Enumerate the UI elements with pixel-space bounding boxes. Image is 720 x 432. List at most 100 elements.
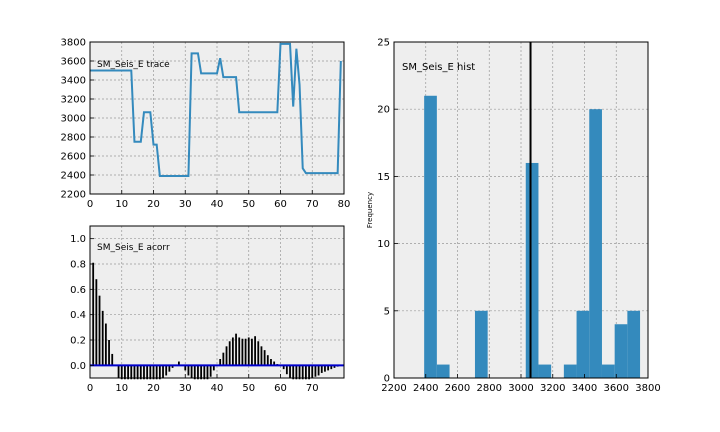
acorr-bar xyxy=(241,338,244,366)
y-tick-label: 0 xyxy=(384,374,390,385)
acorr-bar xyxy=(187,365,190,376)
y-tick-label: 0.2 xyxy=(70,336,86,347)
x-tick-label: 3800 xyxy=(635,383,660,394)
acorr-bar xyxy=(101,310,104,366)
acorr-bar xyxy=(124,365,126,380)
acorr-bar xyxy=(133,365,136,380)
acorr-bar xyxy=(244,338,247,366)
y-tick-label: 2600 xyxy=(61,152,86,163)
acorr-bar xyxy=(298,365,301,380)
x-tick-label: 30 xyxy=(179,199,192,210)
acorr-bar xyxy=(92,262,95,366)
y-tick-label: 3800 xyxy=(61,38,86,49)
x-tick-label: 10 xyxy=(115,199,128,210)
acorr-bar xyxy=(266,355,269,366)
acorr-bar xyxy=(282,365,285,370)
x-tick-label: 3200 xyxy=(540,383,565,394)
acorr-bar xyxy=(330,365,333,370)
acorr-bar xyxy=(333,365,336,368)
x-tick-label: 60 xyxy=(274,383,287,394)
acorr-bar xyxy=(285,365,288,375)
acorr-bar xyxy=(136,365,139,380)
acorr-bar xyxy=(130,365,133,380)
acorr-bar xyxy=(203,365,206,380)
hist-bar xyxy=(614,324,628,378)
acorr-bar xyxy=(143,365,145,380)
acorr-bar xyxy=(327,365,330,371)
acorr-bar xyxy=(324,365,326,372)
hist-bars xyxy=(424,42,641,378)
acorr-bar xyxy=(193,365,196,380)
y-tick-label: 1.0 xyxy=(70,234,86,245)
acorr-bar xyxy=(155,365,158,380)
hist-bar xyxy=(589,109,602,378)
acorr-bar xyxy=(158,365,161,380)
x-tick-label: 60 xyxy=(274,199,287,210)
x-tick-label: 3000 xyxy=(508,383,533,394)
x-tick-label: 3600 xyxy=(604,383,629,394)
trace-label: SM_Seis_E trace xyxy=(97,60,170,70)
acorr-bar xyxy=(184,365,187,371)
x-tick-label: 50 xyxy=(242,199,255,210)
hist-ylabel: Frequency xyxy=(366,192,374,228)
acorr-bar xyxy=(162,365,164,378)
acorr-bar xyxy=(235,333,237,366)
acorr-bar xyxy=(139,365,142,380)
acorr-bar xyxy=(149,365,152,380)
x-tick-label: 20 xyxy=(147,199,160,210)
y-tick-label: 5 xyxy=(384,306,390,317)
acorr-bar xyxy=(254,336,256,366)
x-tick-label: 0 xyxy=(87,383,93,394)
y-tick-label: 20 xyxy=(377,105,390,116)
y-tick-label: 3200 xyxy=(61,95,86,106)
x-tick-label: 3400 xyxy=(572,383,597,394)
acorr-bar xyxy=(178,361,180,366)
trace-x-ticks: 0 10 20 30 40 50 60 70 80 xyxy=(87,190,350,210)
y-tick-label: 3400 xyxy=(61,76,86,87)
acorr-bar xyxy=(117,365,120,378)
x-tick-label: 40 xyxy=(211,199,224,210)
acorr-bar xyxy=(247,337,250,366)
y-tick-label: 2200 xyxy=(61,190,86,201)
acorr-bar xyxy=(146,365,149,380)
x-tick-label: 50 xyxy=(242,383,255,394)
acorr-bar xyxy=(197,365,199,380)
acorr-bar xyxy=(104,323,107,366)
hist-y-ticks: 0 5 10 15 20 25 xyxy=(377,38,398,385)
y-tick-label: 10 xyxy=(377,239,390,250)
acorr-bar xyxy=(311,365,314,378)
acorr-bar xyxy=(295,365,298,380)
y-tick-label: 0.8 xyxy=(70,260,86,271)
acorr-bar xyxy=(111,353,114,366)
acorr-bar xyxy=(127,365,129,380)
x-tick-label: 0 xyxy=(87,199,93,210)
x-tick-label: 10 xyxy=(115,383,128,394)
hist-bar xyxy=(424,95,437,378)
acorr-bar xyxy=(200,365,203,380)
acorr-bar xyxy=(219,359,222,366)
y-tick-label: 0.0 xyxy=(70,361,86,372)
acorr-bar xyxy=(308,365,310,380)
hist-panel: 2200 2400 2600 2800 3000 3200 3400 3600 3800 0 5 1… xyxy=(366,38,661,395)
acorr-bars xyxy=(90,262,344,380)
y-tick-label: 2800 xyxy=(61,133,86,144)
hist-bar xyxy=(563,364,577,378)
x-tick-label: 2600 xyxy=(445,383,470,394)
acorr-x-ticks: 0 10 20 30 40 50 60 70 xyxy=(87,374,319,394)
acorr-bar xyxy=(165,365,168,376)
hist-bar xyxy=(525,162,539,378)
y-tick-label: 3600 xyxy=(61,57,86,68)
hist-bar xyxy=(627,310,641,378)
acorr-bar xyxy=(152,365,155,380)
y-tick-label: 0.4 xyxy=(70,310,86,321)
x-tick-label: 70 xyxy=(306,383,319,394)
acorr-bar xyxy=(289,365,291,378)
x-tick-label: 20 xyxy=(147,383,160,394)
acorr-bar xyxy=(238,337,241,366)
acorr-bar xyxy=(98,295,101,366)
trace-line xyxy=(90,42,342,177)
acorr-bar xyxy=(209,365,212,377)
acorr-bar xyxy=(301,365,304,380)
x-tick-label: 2200 xyxy=(381,383,406,394)
